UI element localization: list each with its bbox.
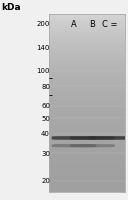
Text: C =: C = xyxy=(102,20,118,29)
FancyBboxPatch shape xyxy=(70,144,115,147)
FancyBboxPatch shape xyxy=(70,136,115,140)
FancyBboxPatch shape xyxy=(89,136,128,140)
Text: kDa: kDa xyxy=(1,3,21,12)
FancyBboxPatch shape xyxy=(52,144,96,147)
Text: B: B xyxy=(89,20,95,29)
Text: A: A xyxy=(71,20,77,29)
FancyBboxPatch shape xyxy=(52,136,96,140)
